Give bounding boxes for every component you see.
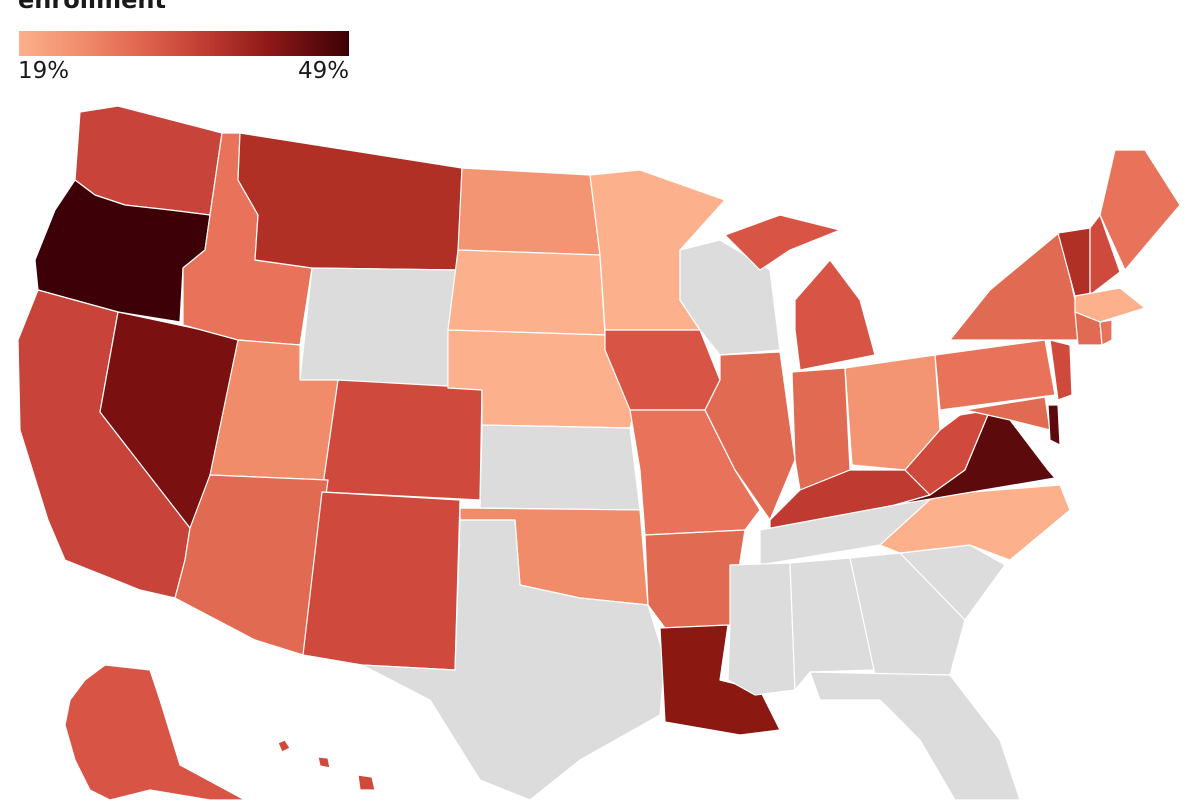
legend-max-label: 49% xyxy=(298,58,350,84)
state-WY[interactable] xyxy=(299,267,459,391)
state-ND[interactable] xyxy=(457,167,601,256)
state-NH[interactable] xyxy=(1089,214,1121,296)
state-AK[interactable] xyxy=(64,664,246,800)
state-HI-3[interactable] xyxy=(357,774,376,791)
state-DE[interactable] xyxy=(1047,404,1061,446)
state-MS[interactable] xyxy=(727,562,796,696)
state-MA[interactable] xyxy=(1074,287,1146,323)
legend-gradient-bar xyxy=(19,31,349,56)
state-RI[interactable] xyxy=(1099,319,1113,346)
state-HI[interactable] xyxy=(277,739,291,753)
state-PA[interactable] xyxy=(934,339,1056,411)
state-LA[interactable] xyxy=(659,624,781,736)
state-CO[interactable] xyxy=(321,379,483,501)
state-SD[interactable] xyxy=(447,249,606,336)
state-WI[interactable] xyxy=(679,239,781,356)
state-GA[interactable] xyxy=(849,552,966,676)
state-MI-upper[interactable] xyxy=(724,214,841,271)
state-MT[interactable] xyxy=(237,132,463,271)
state-AL[interactable] xyxy=(789,557,876,691)
state-HI-2[interactable] xyxy=(317,756,331,769)
state-NJ[interactable] xyxy=(1049,339,1073,401)
state-NY[interactable] xyxy=(949,231,1081,341)
state-KS[interactable] xyxy=(479,424,641,511)
state-IN[interactable] xyxy=(791,367,851,491)
state-MI[interactable] xyxy=(794,259,876,371)
state-TX[interactable] xyxy=(361,519,666,800)
state-FL[interactable] xyxy=(809,671,1021,800)
map-title: enrollment xyxy=(18,0,166,14)
state-NM[interactable] xyxy=(302,491,461,671)
state-ME[interactable] xyxy=(1099,149,1181,271)
state-IL[interactable] xyxy=(704,351,796,521)
legend-min-label: 19% xyxy=(18,58,70,84)
